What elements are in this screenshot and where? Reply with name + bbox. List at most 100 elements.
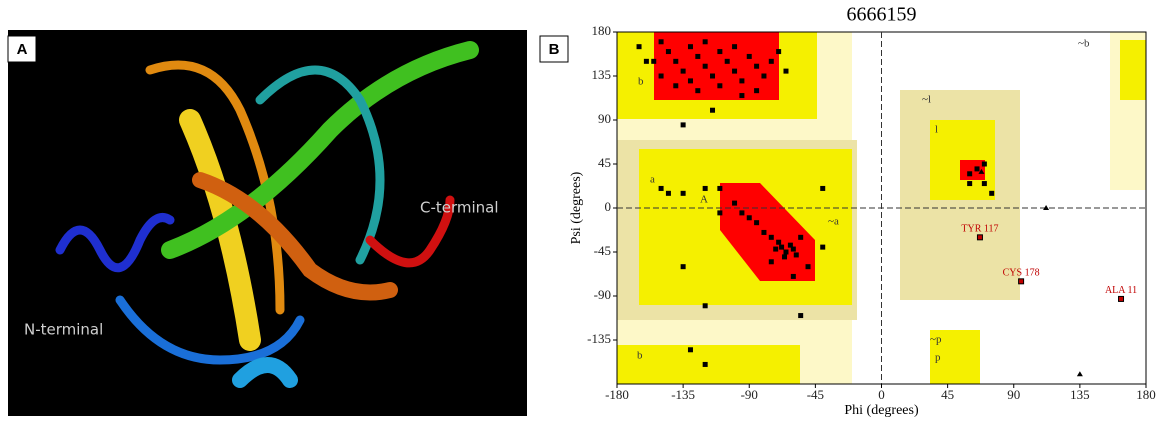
point <box>636 44 642 50</box>
point <box>658 39 664 45</box>
point <box>783 249 789 255</box>
terminal-label: C-terminal <box>420 199 499 217</box>
point <box>746 215 752 221</box>
point <box>798 234 804 240</box>
region-label: p <box>935 352 941 364</box>
y-tick-label: 45 <box>598 155 611 170</box>
x-tick-label: -135 <box>671 387 695 402</box>
point <box>702 303 708 309</box>
point <box>974 166 980 172</box>
region-label: ~b <box>1078 38 1090 50</box>
point <box>768 58 774 64</box>
point <box>1018 278 1025 285</box>
region-label: ~p <box>930 334 942 346</box>
point <box>793 252 799 258</box>
chart-title: 6666159 <box>847 4 917 26</box>
point <box>658 185 664 191</box>
point <box>665 49 671 55</box>
point <box>702 39 708 45</box>
y-tick-label: 90 <box>598 111 611 126</box>
y-tick-label: 135 <box>592 67 612 82</box>
point <box>717 49 723 55</box>
panel-label: A <box>17 41 28 58</box>
point <box>798 313 804 319</box>
x-tick-label: 180 <box>1136 387 1156 402</box>
point <box>761 73 767 79</box>
point <box>680 190 686 196</box>
point <box>695 53 701 59</box>
point <box>680 264 686 270</box>
y-tick-label: 0 <box>605 199 612 214</box>
x-tick-label: 135 <box>1070 387 1090 402</box>
point <box>967 171 973 177</box>
point <box>754 220 760 226</box>
point <box>779 244 785 250</box>
y-tick-label: -90 <box>594 287 611 302</box>
ribbons <box>55 41 479 388</box>
point <box>776 49 782 55</box>
point <box>680 68 686 74</box>
point <box>820 185 826 191</box>
y-tick-label: -45 <box>594 243 611 258</box>
point <box>651 58 657 64</box>
region-label: a <box>650 174 655 186</box>
point <box>717 185 723 191</box>
point <box>754 88 760 94</box>
x-tick-label: 0 <box>878 387 885 402</box>
panel-label-box <box>7 35 37 63</box>
y-tick-label: -135 <box>587 331 611 346</box>
point <box>746 53 752 59</box>
point <box>768 234 774 240</box>
point <box>1118 295 1125 302</box>
point <box>776 239 782 245</box>
point <box>702 185 708 191</box>
point <box>658 73 664 79</box>
point <box>820 244 826 250</box>
point <box>724 58 730 64</box>
point <box>710 73 716 79</box>
point <box>687 347 693 353</box>
point <box>783 68 789 74</box>
point <box>687 78 693 84</box>
y-tick-label: 180 <box>592 23 612 38</box>
point <box>680 122 686 128</box>
point <box>702 63 708 69</box>
region-label: l <box>935 124 938 136</box>
point <box>710 107 716 113</box>
x-tick-label: -90 <box>741 387 758 402</box>
residue-label: CYS 178 <box>1003 268 1040 279</box>
point <box>739 93 745 99</box>
residue-label: TYR 117 <box>961 224 998 235</box>
residue-label: ALA 11 <box>1105 285 1137 296</box>
point <box>976 234 983 241</box>
point <box>732 68 738 74</box>
point <box>981 181 987 187</box>
point <box>754 63 760 69</box>
region-label: A <box>700 194 708 206</box>
point <box>768 259 774 265</box>
x-tick-label: 90 <box>1007 387 1020 402</box>
point <box>967 181 973 187</box>
point <box>790 273 796 279</box>
point <box>805 264 811 270</box>
point <box>732 44 738 50</box>
y-axis-label: Psi (degrees) <box>569 171 584 244</box>
x-axis-label: Phi (degrees) <box>844 403 919 418</box>
point <box>739 210 745 216</box>
point <box>673 58 679 64</box>
point <box>978 168 985 174</box>
point <box>790 246 796 252</box>
point <box>643 58 649 64</box>
point <box>787 242 793 248</box>
region-label: ~l <box>922 94 931 106</box>
point <box>717 83 723 89</box>
point <box>761 229 767 235</box>
panel-label: B <box>549 41 560 58</box>
point <box>717 210 723 216</box>
x-tick-label: -180 <box>605 387 629 402</box>
point <box>1043 205 1050 210</box>
point <box>695 88 701 94</box>
point <box>782 254 788 260</box>
